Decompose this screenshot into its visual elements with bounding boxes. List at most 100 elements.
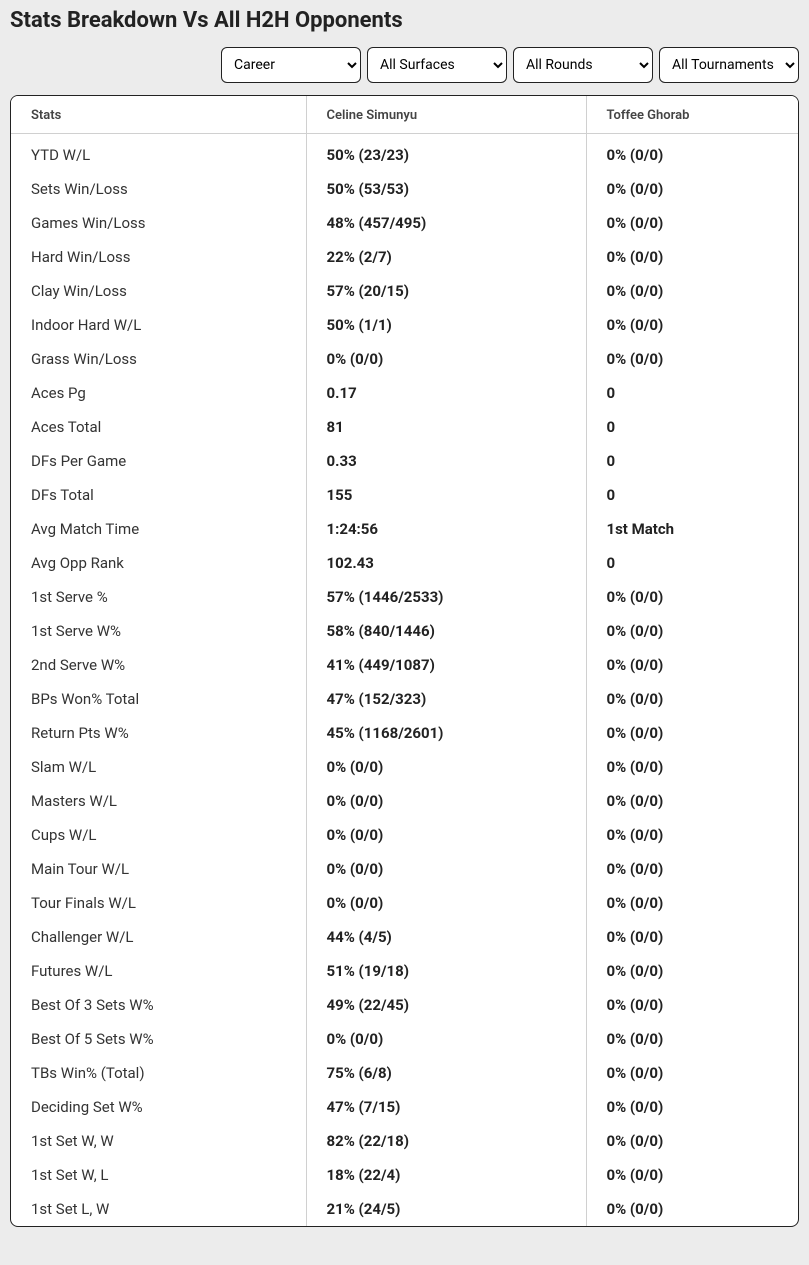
stat-player2-value: 0% (0/0) <box>586 682 798 716</box>
stat-player2-value: 0% (0/0) <box>586 1056 798 1090</box>
stat-label: Best Of 5 Sets W% <box>11 1022 306 1056</box>
stat-player2-value: 0% (0/0) <box>586 648 798 682</box>
stat-player1-value: 82% (22/18) <box>306 1124 586 1158</box>
stat-player1-value: 48% (457/495) <box>306 206 586 240</box>
stat-label: Grass Win/Loss <box>11 342 306 376</box>
stat-label: Hard Win/Loss <box>11 240 306 274</box>
stat-label: Slam W/L <box>11 750 306 784</box>
col-header-player1: Celine Simunyu <box>306 96 586 134</box>
stat-player1-value: 22% (2/7) <box>306 240 586 274</box>
stat-label: Clay Win/Loss <box>11 274 306 308</box>
table-row: Masters W/L0% (0/0)0% (0/0) <box>11 784 798 818</box>
stat-player2-value: 0 <box>586 478 798 512</box>
table-row: Deciding Set W%47% (7/15)0% (0/0) <box>11 1090 798 1124</box>
stat-label: YTD W/L <box>11 134 306 173</box>
stat-label: Main Tour W/L <box>11 852 306 886</box>
stat-label: 2nd Serve W% <box>11 648 306 682</box>
stat-player2-value: 0% (0/0) <box>586 818 798 852</box>
stat-player1-value: 155 <box>306 478 586 512</box>
stat-label: Aces Total <box>11 410 306 444</box>
stat-label: Masters W/L <box>11 784 306 818</box>
stat-player2-value: 0% (0/0) <box>586 852 798 886</box>
stat-label: 1st Set W, L <box>11 1158 306 1192</box>
stat-player2-value: 0 <box>586 376 798 410</box>
stat-label: 1st Set L, W <box>11 1192 306 1226</box>
stat-player2-value: 0% (0/0) <box>586 1124 798 1158</box>
stat-player2-value: 0% (0/0) <box>586 274 798 308</box>
stat-player1-value: 47% (152/323) <box>306 682 586 716</box>
stat-player2-value: 0% (0/0) <box>586 954 798 988</box>
table-row: Avg Match Time1:24:561st Match <box>11 512 798 546</box>
table-row: Best Of 5 Sets W%0% (0/0)0% (0/0) <box>11 1022 798 1056</box>
stat-label: Avg Match Time <box>11 512 306 546</box>
table-row: Grass Win/Loss0% (0/0)0% (0/0) <box>11 342 798 376</box>
stat-player1-value: 50% (1/1) <box>306 308 586 342</box>
stat-label: Sets Win/Loss <box>11 172 306 206</box>
table-row: DFs Per Game0.330 <box>11 444 798 478</box>
stat-player2-value: 0% (0/0) <box>586 1022 798 1056</box>
stat-player2-value: 0% (0/0) <box>586 784 798 818</box>
table-row: Tour Finals W/L0% (0/0)0% (0/0) <box>11 886 798 920</box>
stat-player2-value: 0 <box>586 444 798 478</box>
stat-label: Return Pts W% <box>11 716 306 750</box>
stat-label: Best Of 3 Sets W% <box>11 988 306 1022</box>
stat-player1-value: 41% (449/1087) <box>306 648 586 682</box>
stat-label: Challenger W/L <box>11 920 306 954</box>
stat-label: Tour Finals W/L <box>11 886 306 920</box>
stat-player1-value: 75% (6/8) <box>306 1056 586 1090</box>
stat-player1-value: 21% (24/5) <box>306 1192 586 1226</box>
stat-player1-value: 1:24:56 <box>306 512 586 546</box>
stat-player2-value: 0% (0/0) <box>586 580 798 614</box>
table-row: Main Tour W/L0% (0/0)0% (0/0) <box>11 852 798 886</box>
table-row: Futures W/L51% (19/18)0% (0/0) <box>11 954 798 988</box>
stat-player2-value: 0% (0/0) <box>586 614 798 648</box>
stat-label: 1st Serve % <box>11 580 306 614</box>
stat-player1-value: 45% (1168/2601) <box>306 716 586 750</box>
stat-player1-value: 44% (4/5) <box>306 920 586 954</box>
stat-player1-value: 18% (22/4) <box>306 1158 586 1192</box>
stat-player2-value: 0% (0/0) <box>586 716 798 750</box>
stat-player2-value: 1st Match <box>586 512 798 546</box>
filter-rounds[interactable]: All Rounds <box>513 47 653 83</box>
stat-player1-value: 0% (0/0) <box>306 1022 586 1056</box>
stat-player1-value: 57% (20/15) <box>306 274 586 308</box>
stat-player1-value: 0% (0/0) <box>306 750 586 784</box>
table-row: Sets Win/Loss50% (53/53)0% (0/0) <box>11 172 798 206</box>
stat-label: Indoor Hard W/L <box>11 308 306 342</box>
stat-player1-value: 50% (53/53) <box>306 172 586 206</box>
table-row: Indoor Hard W/L50% (1/1)0% (0/0) <box>11 308 798 342</box>
stat-label: Games Win/Loss <box>11 206 306 240</box>
col-header-player2: Toffee Ghorab <box>586 96 798 134</box>
filter-tournaments[interactable]: All Tournaments <box>659 47 799 83</box>
stat-player1-value: 58% (840/1446) <box>306 614 586 648</box>
table-row: Hard Win/Loss22% (2/7)0% (0/0) <box>11 240 798 274</box>
stat-player1-value: 0.17 <box>306 376 586 410</box>
stat-player1-value: 49% (22/45) <box>306 988 586 1022</box>
stat-player1-value: 102.43 <box>306 546 586 580</box>
stat-player2-value: 0% (0/0) <box>586 342 798 376</box>
table-row: Slam W/L0% (0/0)0% (0/0) <box>11 750 798 784</box>
stat-player2-value: 0% (0/0) <box>586 134 798 173</box>
stat-label: Cups W/L <box>11 818 306 852</box>
stat-player1-value: 51% (19/18) <box>306 954 586 988</box>
stat-player2-value: 0 <box>586 546 798 580</box>
table-row: 1st Set W, W82% (22/18)0% (0/0) <box>11 1124 798 1158</box>
table-row: Avg Opp Rank102.430 <box>11 546 798 580</box>
table-row: BPs Won% Total47% (152/323)0% (0/0) <box>11 682 798 716</box>
col-header-stats: Stats <box>11 96 306 134</box>
stat-player2-value: 0% (0/0) <box>586 308 798 342</box>
stat-player2-value: 0 <box>586 410 798 444</box>
stat-player1-value: 0% (0/0) <box>306 886 586 920</box>
table-row: Challenger W/L44% (4/5)0% (0/0) <box>11 920 798 954</box>
filter-career[interactable]: Career <box>221 47 361 83</box>
table-row: 2nd Serve W%41% (449/1087)0% (0/0) <box>11 648 798 682</box>
stat-player2-value: 0% (0/0) <box>586 988 798 1022</box>
stat-player2-value: 0% (0/0) <box>586 750 798 784</box>
stat-player1-value: 0% (0/0) <box>306 784 586 818</box>
stat-player1-value: 0.33 <box>306 444 586 478</box>
stats-table: Stats Celine Simunyu Toffee Ghorab YTD W… <box>11 96 798 1226</box>
filter-surfaces[interactable]: All Surfaces <box>367 47 507 83</box>
table-row: Aces Total810 <box>11 410 798 444</box>
stat-player2-value: 0% (0/0) <box>586 172 798 206</box>
stat-player2-value: 0% (0/0) <box>586 1090 798 1124</box>
